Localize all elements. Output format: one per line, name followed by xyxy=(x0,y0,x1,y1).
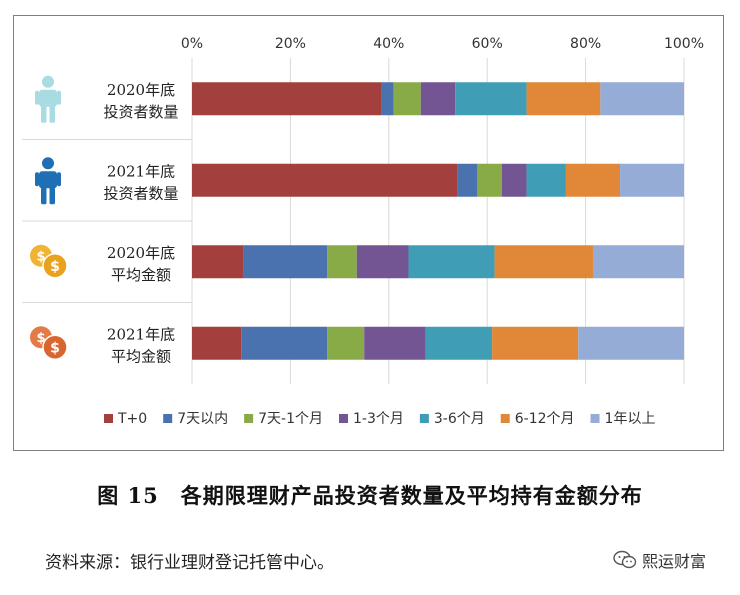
x-tick-label: 20% xyxy=(275,36,306,52)
bar-segment xyxy=(477,163,502,197)
person-icon xyxy=(41,186,47,205)
bar-segment xyxy=(578,326,684,360)
category-label: 投资者数量 xyxy=(103,103,178,121)
x-tick-label: 0% xyxy=(181,36,203,52)
source-note: 资料来源：银行业理财登记托管中心。 xyxy=(45,553,334,573)
bar-segment xyxy=(501,163,527,197)
x-tick-label: 100% xyxy=(664,36,704,52)
chart-frame: 0% 20% 40% 60% 80% 100% 2020年底 投资者数量 2021年底 投资者数量… xyxy=(13,15,724,451)
legend-label: 1年以上 xyxy=(605,411,656,427)
legend-swatch xyxy=(419,414,429,423)
x-tick-label: 40% xyxy=(373,36,404,52)
legend-swatch xyxy=(244,414,254,423)
bar-segment xyxy=(526,82,601,116)
dollar-icon: $ xyxy=(36,331,45,346)
category-label: 2021年底 xyxy=(107,162,175,180)
bar-segment xyxy=(565,163,621,197)
person-icon xyxy=(42,157,54,170)
person-icon xyxy=(35,90,39,105)
person-icon xyxy=(35,172,39,187)
bar-segment xyxy=(192,326,242,360)
bar-segment xyxy=(192,82,382,116)
watermark: 熙运财富 xyxy=(612,548,706,572)
x-tick-label: 60% xyxy=(472,36,503,52)
bar-segment xyxy=(192,163,458,197)
bar-segment xyxy=(327,326,365,360)
x-tick-label: 80% xyxy=(570,36,601,52)
person-icon xyxy=(57,90,61,105)
person-icon xyxy=(49,186,55,205)
coin-icon xyxy=(42,334,68,360)
bar-segment xyxy=(592,245,684,279)
legend-label: 1-3个月 xyxy=(353,411,404,427)
bar-segment xyxy=(420,82,456,116)
legend-label: 7天以内 xyxy=(177,411,228,427)
bar-segment xyxy=(457,163,478,197)
legend-label: 3-6个月 xyxy=(434,411,485,427)
bar-segment xyxy=(381,82,394,116)
category-label: 平均金额 xyxy=(111,347,171,365)
bar-segment xyxy=(494,245,593,279)
person-icon xyxy=(49,104,55,123)
category-label: 投资者数量 xyxy=(103,184,178,202)
person-icon xyxy=(39,171,57,189)
bar-segment xyxy=(192,245,244,279)
category-label: 平均金额 xyxy=(111,266,171,284)
category-label: 2021年底 xyxy=(107,325,175,343)
bar-segment xyxy=(408,245,495,279)
legend-swatch xyxy=(104,414,113,423)
figure-caption: 图 15 各期限理财产品投资者数量及平均持有金额分布 xyxy=(97,483,643,508)
legend-swatch xyxy=(339,414,348,423)
bar-segment xyxy=(241,326,328,360)
person-icon xyxy=(57,172,61,187)
bar-segment xyxy=(393,82,421,116)
bar-segment xyxy=(492,326,579,360)
coin-icon xyxy=(42,253,68,279)
dollar-icon: $ xyxy=(50,340,60,356)
dollar-icon: $ xyxy=(50,259,60,275)
bar-segment xyxy=(600,82,684,116)
bar-segment xyxy=(243,245,328,279)
legend-swatch xyxy=(163,414,173,423)
bar-segment xyxy=(425,326,493,360)
legend-label: 6-12个月 xyxy=(515,411,575,427)
legend-label: T+0 xyxy=(117,411,147,427)
category-label: 2020年底 xyxy=(107,244,175,262)
bar-segment xyxy=(327,245,357,279)
person-icon xyxy=(42,75,54,88)
bar-segment xyxy=(620,163,684,197)
bar-segment xyxy=(455,82,527,116)
wechat-icon xyxy=(613,550,637,569)
category-label: 2020年底 xyxy=(107,81,175,99)
bar-segment xyxy=(364,326,426,360)
watermark-text: 熙运财富 xyxy=(642,552,707,571)
person-icon xyxy=(39,89,57,107)
person-icon xyxy=(41,104,47,123)
dollar-icon: $ xyxy=(36,249,45,264)
bar-segment xyxy=(356,245,409,279)
bar-segment xyxy=(526,163,566,197)
legend-swatch xyxy=(590,414,600,423)
legend-swatch xyxy=(500,414,510,423)
legend-label: 7天-1个月 xyxy=(258,411,323,427)
